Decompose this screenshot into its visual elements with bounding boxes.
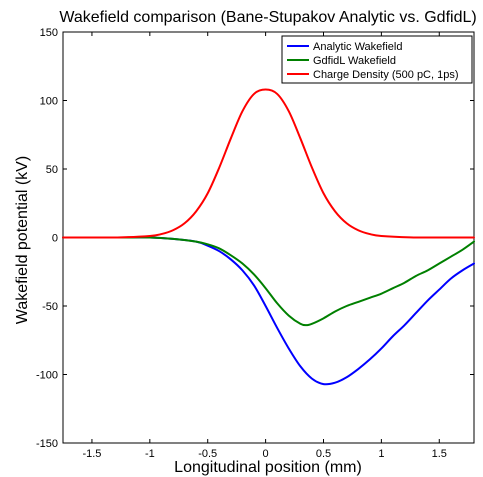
y-tick-label: 100 bbox=[40, 96, 58, 108]
x-tick-label: 0.5 bbox=[316, 448, 331, 460]
plot-area: -1.5 -1 -0.5 0 0.5 1 1.5 -150 -100 -50 0 50 100 150 bbox=[36, 27, 475, 460]
y-tick-label: -150 bbox=[36, 438, 58, 450]
x-tick-label: -1 bbox=[145, 448, 155, 460]
legend-label: GdfidL Wakefield bbox=[313, 55, 396, 67]
legend: Analytic Wakefield GdfidL Wakefield Charge… bbox=[281, 35, 473, 84]
y-tick-label: 50 bbox=[46, 164, 58, 176]
legend-label: Charge Density (500 pC, 1ps) bbox=[313, 69, 459, 81]
y-axis-title: Wakefield potential (kV) bbox=[14, 156, 31, 324]
legend-entry-charge-density: Charge Density (500 pC, 1ps) bbox=[287, 69, 459, 81]
legend-box bbox=[281, 35, 473, 84]
y-tick-label: -100 bbox=[36, 370, 58, 382]
x-tick-label: -0.5 bbox=[198, 448, 217, 460]
legend-label: Analytic Wakefield bbox=[313, 41, 402, 53]
series-lines bbox=[62, 88, 475, 386]
legend-entries: Analytic Wakefield GdfidL Wakefield Charge… bbox=[287, 41, 459, 81]
x-tick-label: -1.5 bbox=[82, 448, 101, 460]
tick-labels: -1.5 -1 -0.5 0 0.5 1 1.5 -150 -100 -50 0 50 100 150 bbox=[36, 27, 447, 460]
y-tick-label: 0 bbox=[52, 233, 58, 245]
x-tick-label: 0 bbox=[263, 448, 269, 460]
x-axis-title: Longitudinal position (mm) bbox=[174, 459, 362, 476]
chart-title: Wakefield comparison (Bane-Stupakov Anal… bbox=[59, 9, 476, 26]
legend-entry-analytic: Analytic Wakefield bbox=[287, 41, 402, 53]
y-tick-label: -50 bbox=[42, 301, 58, 313]
legend-entry-gdfidl: GdfidL Wakefield bbox=[287, 55, 396, 67]
x-tick-label: 1.5 bbox=[432, 448, 447, 460]
y-tick-label: 150 bbox=[40, 27, 58, 39]
x-tick-label: 1 bbox=[378, 448, 384, 460]
gdfidl-wakefield-line bbox=[62, 236, 475, 327]
charge-density-line bbox=[62, 88, 475, 239]
